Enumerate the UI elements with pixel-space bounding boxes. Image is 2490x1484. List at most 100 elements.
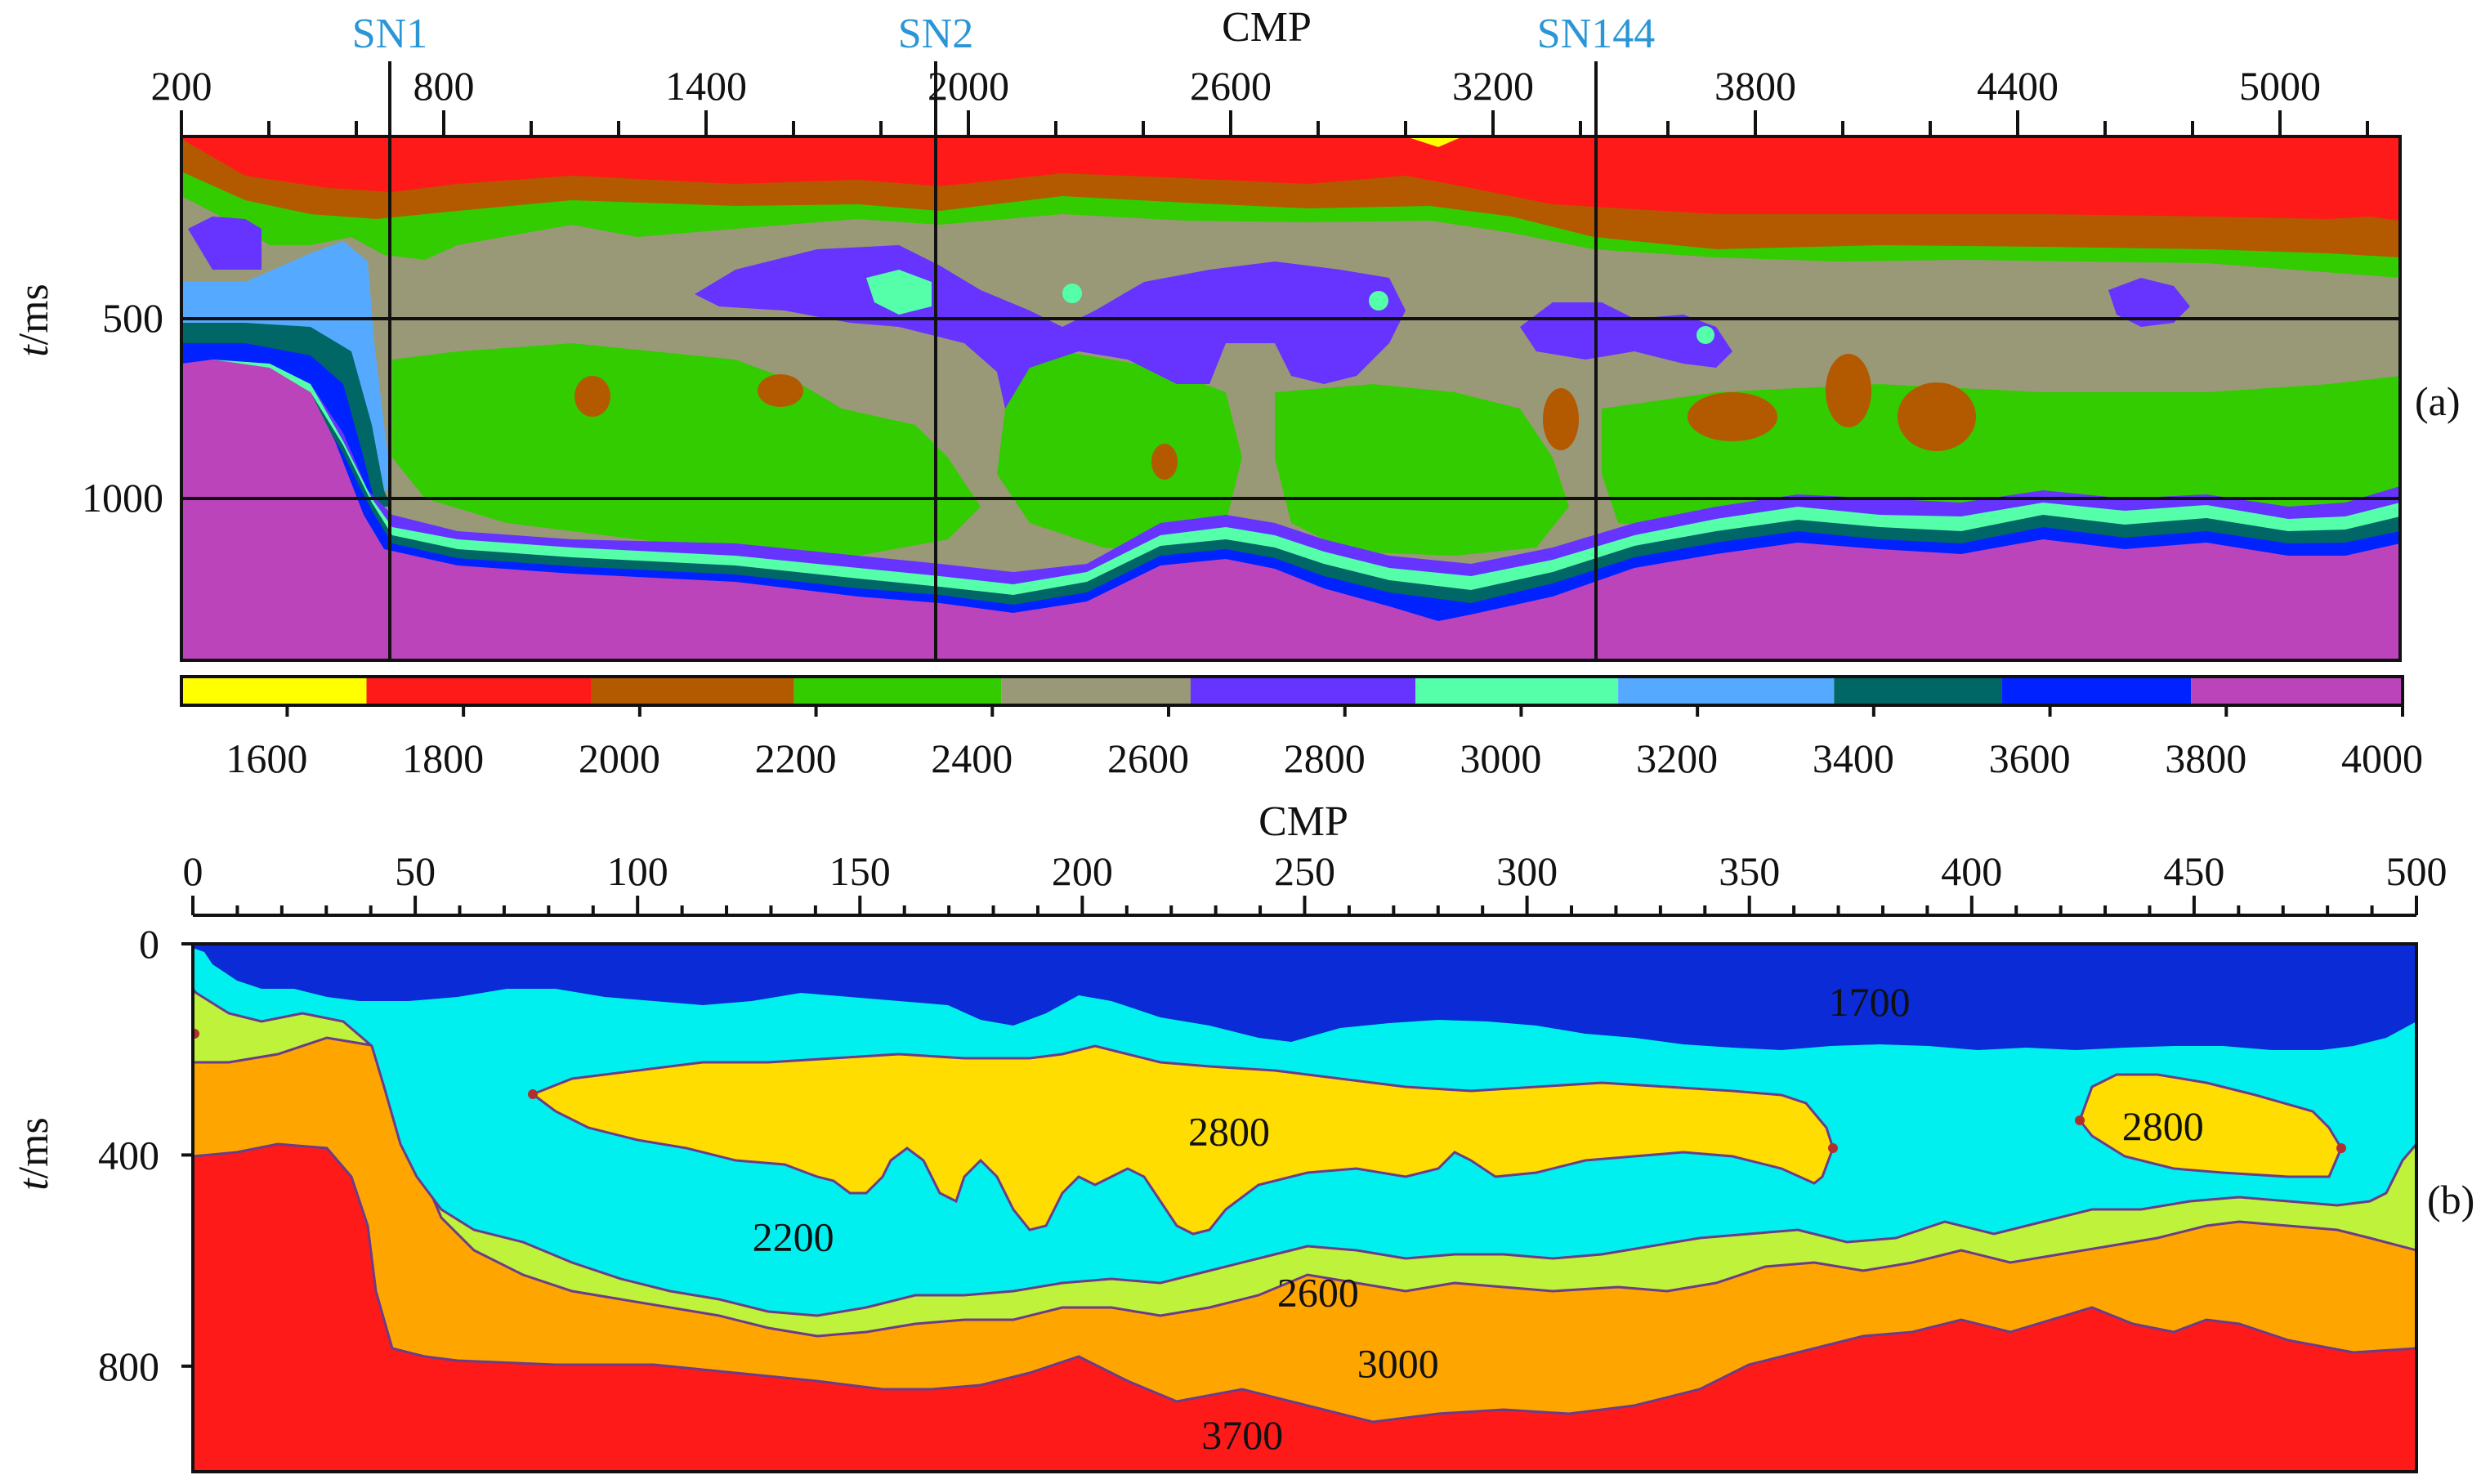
layer-velocity-label-2800: 2800	[2122, 1103, 2204, 1149]
colorbar-bin-7	[1618, 677, 1835, 705]
x-tick-label: 1400	[665, 63, 747, 109]
y-axis-title-a: t/ms	[11, 284, 57, 357]
colorbar-tick-label: 3000	[1460, 735, 1541, 781]
colorbar-bin-4	[1001, 677, 1191, 705]
y-axis-title-unit: /ms	[11, 284, 57, 345]
x-tick-label: 50	[395, 848, 436, 894]
x-tick-label: 300	[1496, 848, 1558, 894]
layer-3000-pocket-b	[1062, 284, 1082, 303]
x-tick-label: 5000	[2239, 63, 2321, 109]
layer-velocity-label-3000: 3000	[1357, 1341, 1439, 1387]
layer-2000-pocket-b	[758, 374, 803, 407]
panel-label-a: (a)	[2415, 378, 2461, 424]
layer-2000-pocket-f	[1826, 354, 1871, 427]
colorbar-bin-9	[2001, 677, 2192, 705]
colorbar-bin-10	[2191, 677, 2403, 705]
layer-velocity-label-3700: 3700	[1201, 1412, 1283, 1458]
layer-2600-b	[997, 351, 1242, 556]
colorbar-bin-1	[366, 677, 592, 705]
y-axis-title-unit: /ms	[11, 1117, 57, 1178]
grid-a	[181, 61, 2400, 660]
y-tick-label-1000: 1000	[82, 475, 163, 521]
y-tick-label: 800	[98, 1343, 159, 1389]
picked-point	[2336, 1143, 2346, 1153]
layer-2600-d	[1602, 376, 2400, 531]
colorbar-tick-label: 2400	[931, 735, 1013, 781]
layer-velocity-label-2600: 2600	[1277, 1269, 1359, 1315]
colorbar-bin-3	[793, 677, 1002, 705]
layer-2600-c	[1275, 384, 1569, 556]
colorbar-tick-label: 3400	[1813, 735, 1894, 781]
x-tick-label: 2600	[1190, 63, 1272, 109]
x-axis-title-b: CMP	[1258, 798, 1348, 845]
colorbar-bin-0	[181, 677, 367, 705]
colorbar-tick-label: 4000	[2341, 735, 2423, 781]
y-tick-label: 400	[98, 1132, 159, 1178]
x-tick-label: 200	[151, 63, 212, 109]
left-edge-3400	[181, 323, 391, 507]
picked-point	[1828, 1143, 1838, 1153]
colorbar-tick-label: 2200	[755, 735, 837, 781]
x-tick-label: 350	[1719, 848, 1780, 894]
x-tick-label: 200	[1052, 848, 1113, 894]
layer-3000-pocket	[866, 270, 932, 315]
colorbar-tick-label: 2000	[579, 735, 660, 781]
colorbar-tick-label: 1600	[226, 735, 307, 781]
colorbar-frame	[180, 675, 2404, 707]
y-tick-label-500: 500	[102, 295, 163, 341]
layer-3000-pocket-d	[1697, 326, 1714, 344]
x-tick-label: 400	[1941, 848, 2002, 894]
x-tick-labels-a: 200 800 1400 2000 2600 3200 3800 4400 50…	[151, 63, 2322, 109]
colorbar-bins	[181, 677, 2403, 705]
velocity-model-b	[193, 944, 2416, 1472]
layer-labels-b: 1700 2200 2800 2800 2600 3000 3700	[753, 979, 2204, 1458]
colorbar-bin-6	[1415, 677, 1619, 705]
x-tick-label: 3800	[1714, 63, 1796, 109]
well-label-sn1: SN1	[352, 11, 427, 57]
layer-2000-pocket-d	[1543, 388, 1579, 450]
velocity-section-a	[181, 136, 2400, 660]
colorbar-tick-label: 3800	[2165, 735, 2246, 781]
colorbar-bin-8	[1834, 677, 2002, 705]
x-tick-label: 0	[183, 848, 203, 894]
y-axis-a: 500 1000 t/ms	[11, 284, 163, 521]
x-tick-label: 450	[2163, 848, 2224, 894]
y-axis-title-b: t/ms	[11, 1117, 57, 1191]
well-label-sn2: SN2	[898, 11, 973, 57]
picked-point	[2075, 1115, 2085, 1125]
layer-velocity-label-2200: 2200	[753, 1214, 834, 1260]
panel-a: 200 800 1400 2000 2600 3200 3800 4400 50…	[11, 4, 2461, 781]
layer-velocity-label-1700: 1700	[1829, 979, 1911, 1025]
colorbar-tick-label: 3600	[1989, 735, 2071, 781]
x-tick-label: 500	[2386, 848, 2448, 894]
colorbar-tick-label: 2800	[1284, 735, 1366, 781]
layer-2000-pocket-c	[1151, 444, 1178, 480]
layer-1700	[193, 944, 2416, 1050]
layer-2800-c	[2108, 278, 2190, 327]
y-axis-title-var: t	[11, 344, 57, 357]
colorbar-bin-5	[1190, 677, 1415, 705]
y-axis-title-var: t	[11, 1178, 57, 1191]
layer-2000-pocket-g	[1898, 382, 1976, 451]
x-tick-label: 800	[414, 63, 475, 109]
colorbar-ticks: 1600 1800 2000 2200 2400 2600 2800 3000 3200 3400…	[226, 705, 2423, 781]
x-tick-label: 4400	[1977, 63, 2059, 109]
layer-2800-d	[188, 217, 262, 270]
picked-point	[528, 1089, 538, 1099]
plot-frame-b	[191, 942, 2418, 1473]
layer-2600	[392, 343, 981, 556]
left-edge-3000	[181, 241, 392, 490]
layer-4000-base	[181, 360, 2400, 660]
well-label-sn144: SN144	[1537, 11, 1655, 57]
x-tick-label: 100	[607, 848, 668, 894]
y-axis-b: 0 400 800	[98, 921, 193, 1389]
layer-2000-pocket-e	[1688, 392, 1777, 441]
x-tick-label: 2000	[928, 63, 1009, 109]
x-axis-a	[180, 110, 2369, 136]
layer-velocity-label-2800: 2800	[1188, 1108, 1270, 1154]
colorbar-tick-label: 2600	[1107, 735, 1189, 781]
panel-b: 0 50 100 150 200 250 300 350 400 450 500 CMP 0 400 8…	[11, 798, 2474, 1473]
layer-3000-pocket-c	[1369, 291, 1388, 311]
colorbar-bin-2	[591, 677, 794, 705]
